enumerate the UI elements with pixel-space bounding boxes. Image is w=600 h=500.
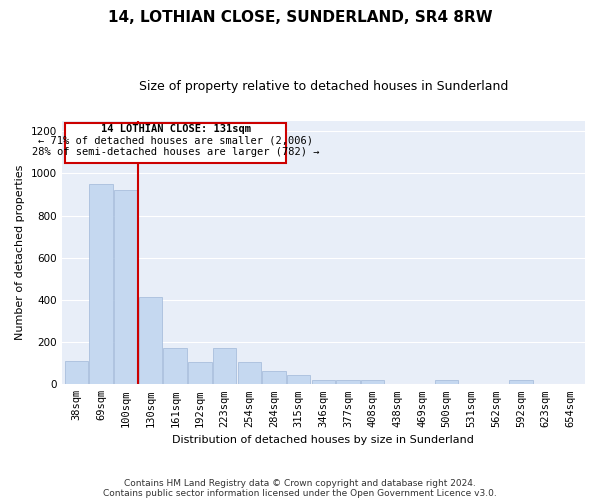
Bar [509,380,533,384]
Bar [262,370,286,384]
Bar [238,362,261,384]
Bar [65,361,88,384]
Bar [139,296,162,384]
Bar [188,362,212,384]
X-axis label: Distribution of detached houses by size in Sunderland: Distribution of detached houses by size … [172,435,474,445]
Text: Contains public sector information licensed under the Open Government Licence v3: Contains public sector information licen… [103,488,497,498]
Bar [311,380,335,384]
Bar [435,380,458,384]
FancyBboxPatch shape [65,122,286,163]
Text: ← 71% of detached houses are smaller (2,006): ← 71% of detached houses are smaller (2,… [38,136,313,145]
Text: Contains HM Land Registry data © Crown copyright and database right 2024.: Contains HM Land Registry data © Crown c… [124,478,476,488]
Text: 28% of semi-detached houses are larger (782) →: 28% of semi-detached houses are larger (… [32,147,320,157]
Bar [89,184,113,384]
Text: 14 LOTHIAN CLOSE: 131sqm: 14 LOTHIAN CLOSE: 131sqm [101,124,251,134]
Text: 14, LOTHIAN CLOSE, SUNDERLAND, SR4 8RW: 14, LOTHIAN CLOSE, SUNDERLAND, SR4 8RW [107,10,493,25]
Bar [361,380,385,384]
Y-axis label: Number of detached properties: Number of detached properties [15,164,25,340]
Bar [213,348,236,384]
Bar [114,190,137,384]
Title: Size of property relative to detached houses in Sunderland: Size of property relative to detached ho… [139,80,508,93]
Bar [287,375,310,384]
Bar [336,380,360,384]
Bar [163,348,187,384]
